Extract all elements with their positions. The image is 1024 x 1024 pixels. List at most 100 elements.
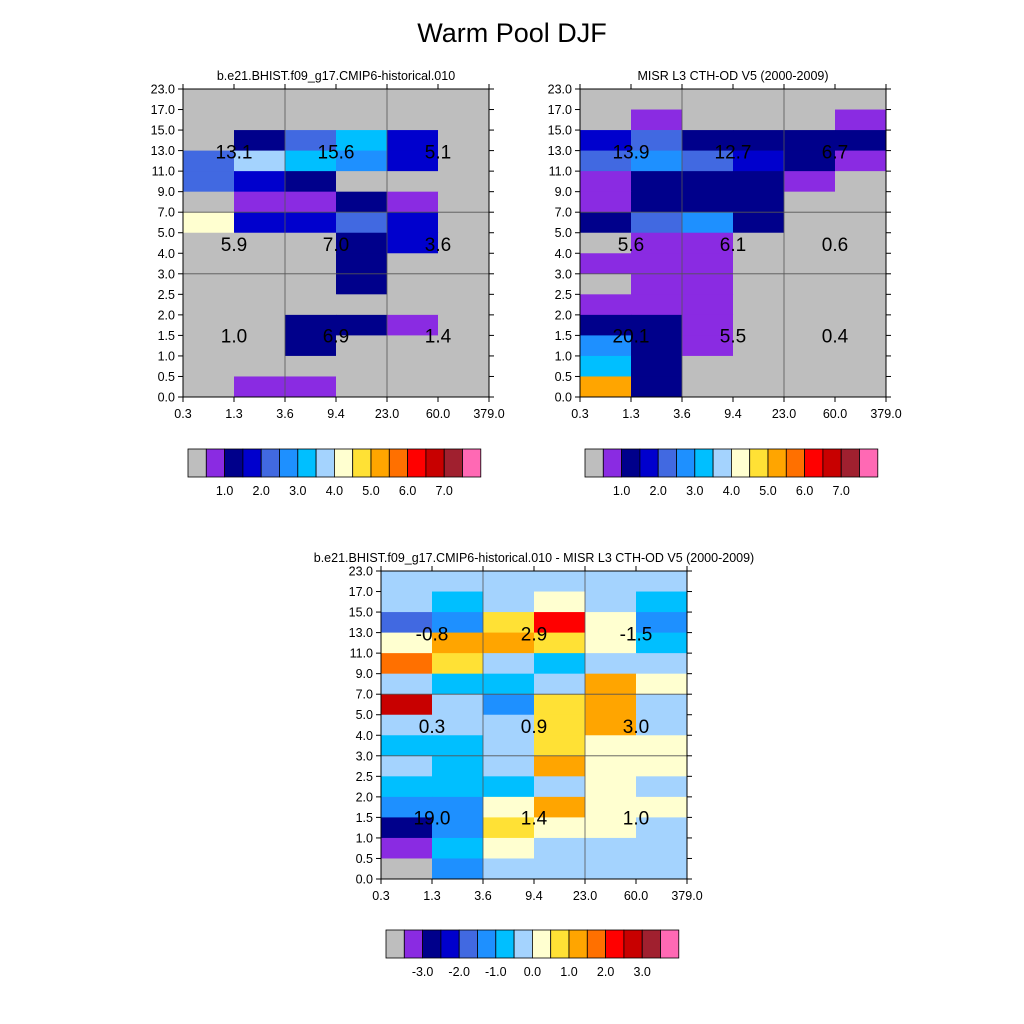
heatmap-cell — [682, 355, 734, 377]
heatmap-cell — [682, 171, 734, 193]
heatmap-cell — [285, 212, 337, 234]
colorbar-label: -3.0 — [412, 965, 434, 979]
colorbar-label: 3.0 — [634, 965, 651, 979]
heatmap-cell — [580, 191, 632, 213]
heatmap-cell — [432, 632, 484, 654]
heatmap-cell — [534, 755, 586, 777]
heatmap-cell — [835, 232, 887, 254]
heatmap-cell — [336, 109, 388, 131]
heatmap-cell — [580, 109, 632, 131]
box-value-label: 0.9 — [521, 717, 547, 738]
heatmap-cell — [733, 253, 785, 275]
y-tick-label: 17.0 — [349, 585, 373, 599]
y-tick-label: 23.0 — [548, 83, 572, 97]
heatmap-cell — [733, 171, 785, 193]
y-tick-label: 23.0 — [349, 565, 373, 579]
colorbar-swatch — [605, 929, 625, 959]
heatmap-cell — [285, 191, 337, 213]
heatmap-cell — [387, 130, 439, 151]
heatmap-cell — [234, 273, 286, 295]
colorbar-label: 2.0 — [597, 965, 614, 979]
box-value-label: 19.0 — [414, 808, 451, 829]
heatmap-cell — [682, 232, 734, 254]
heatmap-cell — [835, 335, 887, 357]
heatmap-cell — [483, 612, 535, 633]
heatmap-cell — [483, 796, 535, 818]
heatmap-cell — [432, 837, 484, 859]
colorbar-label: 3.0 — [686, 484, 703, 498]
heatmap-cell — [636, 735, 688, 757]
colorbar-swatch — [224, 448, 244, 478]
heatmap-cell — [285, 335, 337, 357]
x-tick-label: 0.3 — [372, 889, 389, 903]
box-value-label: 6.9 — [323, 326, 349, 347]
heatmap-cell — [784, 376, 836, 398]
x-tick-label: 0.3 — [174, 407, 191, 421]
colorbar-swatch — [440, 929, 460, 959]
box-value-label: 5.9 — [221, 235, 247, 256]
heatmap-cell — [234, 150, 286, 172]
heatmap-cell — [585, 837, 637, 859]
heatmap-cell — [387, 355, 439, 377]
heatmap-cell — [784, 314, 836, 336]
heatmap-cell — [534, 858, 586, 880]
colorbar-swatch — [425, 448, 445, 478]
heatmap-cell — [534, 612, 586, 633]
y-tick-label: 2.0 — [158, 308, 175, 322]
heatmap-cell — [336, 314, 388, 336]
heatmap-cell — [483, 735, 535, 757]
x-tick-label: 23.0 — [375, 407, 399, 421]
heatmap-cell — [336, 273, 388, 295]
heatmap-cell — [631, 314, 683, 336]
heatmap-cell — [381, 591, 433, 613]
heatmap-cell — [234, 232, 286, 254]
panel-title: b.e21.BHIST.f09_g17.CMIP6-historical.010… — [314, 551, 754, 565]
heatmap-cell — [432, 571, 484, 592]
heatmap-cell — [438, 335, 490, 357]
heatmap-cell — [381, 776, 433, 798]
colorbar-swatch — [370, 448, 390, 478]
x-tick-label: 60.0 — [823, 407, 847, 421]
heatmap-cell — [585, 714, 637, 736]
heatmap-cell — [784, 335, 836, 357]
heatmap-cell — [733, 191, 785, 213]
y-tick-label: 9.0 — [555, 185, 572, 199]
heatmap-cell — [733, 232, 785, 254]
heatmap-cell — [733, 335, 785, 357]
colorbar-swatch — [586, 929, 606, 959]
heatmap-cell — [682, 253, 734, 275]
heatmap-cell — [285, 355, 337, 377]
heatmap-cell — [580, 150, 632, 172]
heatmap-cell — [381, 653, 433, 675]
heatmap-cell — [183, 171, 235, 193]
box-value-label: 12.7 — [715, 143, 752, 164]
y-tick-label: 4.0 — [158, 247, 175, 261]
x-tick-label: 379.0 — [870, 407, 901, 421]
heatmap-cell — [631, 253, 683, 275]
colorbar-swatch — [657, 448, 677, 478]
heatmap-cell — [733, 294, 785, 316]
x-tick-label: 60.0 — [624, 889, 648, 903]
colorbar-swatch — [785, 448, 805, 478]
heatmap-cell — [631, 109, 683, 131]
y-tick-label: 23.0 — [151, 83, 175, 97]
heatmap-cell — [636, 673, 688, 695]
heatmap-cell — [682, 150, 734, 172]
heatmap-cell — [682, 109, 734, 131]
y-tick-label: 1.0 — [356, 831, 373, 845]
x-tick-label: 0.3 — [571, 407, 588, 421]
colorbar-label: 1.0 — [216, 484, 233, 498]
heatmap-cell — [534, 632, 586, 654]
colorbar-swatch — [388, 448, 408, 478]
y-tick-label: 3.0 — [555, 267, 572, 281]
colorbar-swatch — [639, 448, 659, 478]
heatmap-cell — [438, 130, 490, 151]
heatmap-cell — [631, 376, 683, 398]
y-tick-label: 3.0 — [356, 749, 373, 763]
heatmap-cell — [483, 694, 535, 716]
x-tick-label: 9.4 — [525, 889, 542, 903]
heatmap-cell — [585, 694, 637, 716]
colorbar-swatch — [641, 929, 661, 959]
colorbar-swatch — [550, 929, 570, 959]
heatmap-cell — [387, 150, 439, 172]
